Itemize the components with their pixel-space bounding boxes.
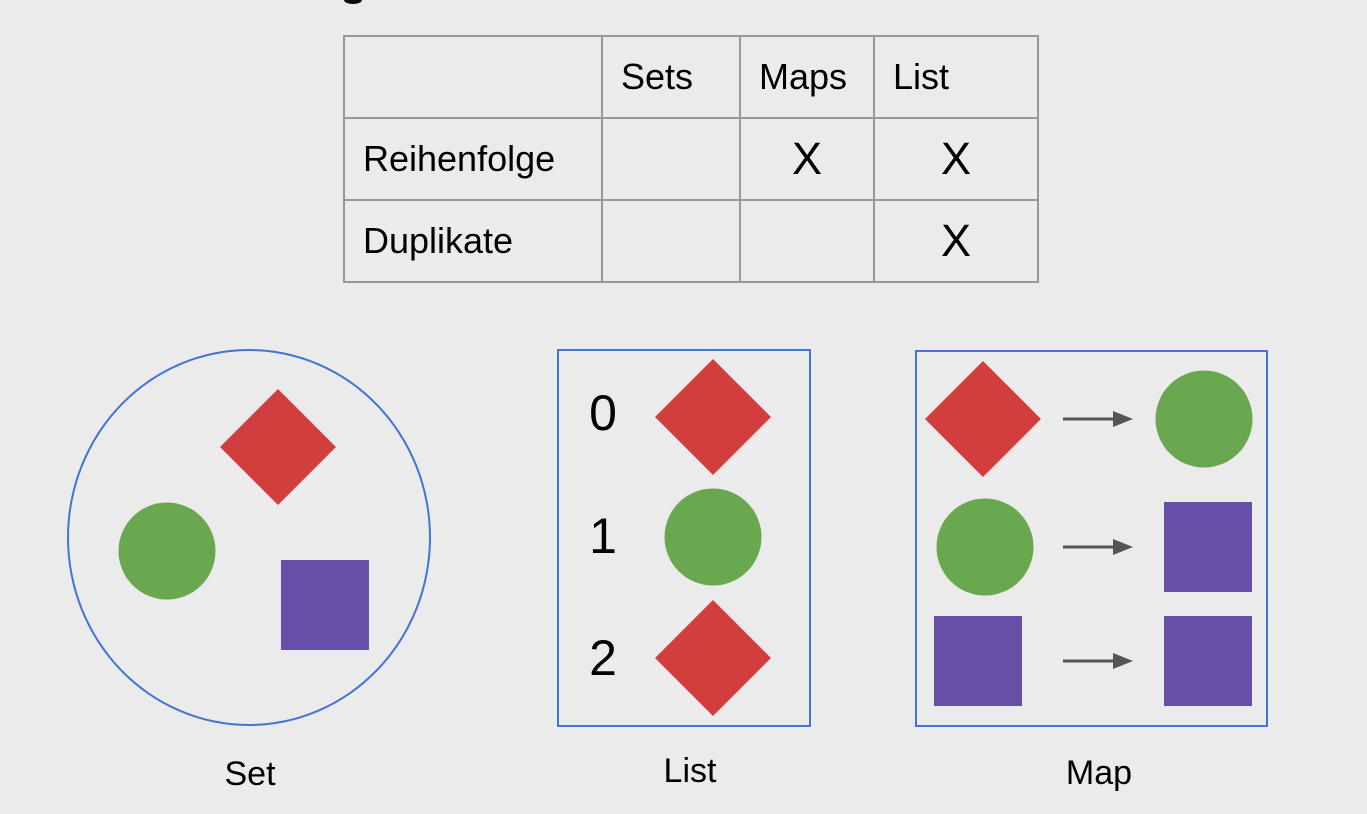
map-value-slot — [1155, 370, 1253, 468]
red-diamond-icon — [655, 359, 771, 475]
cropped-title-remnant — [344, 0, 362, 4]
purple-square-icon — [281, 560, 369, 650]
list-item-slot — [664, 488, 762, 586]
green-circle-icon — [664, 488, 762, 586]
map-diagram — [915, 350, 1268, 727]
set-shape-slot — [118, 502, 216, 600]
right-arrow-icon — [1063, 410, 1133, 428]
table-row-reihenfolge: Reihenfolge X X — [343, 117, 1039, 201]
map-value-slot — [1164, 616, 1252, 706]
green-circle-icon — [1155, 370, 1253, 468]
set-label: Set — [224, 755, 276, 793]
set-shape-slot — [281, 560, 369, 650]
list-index-0: 0 — [589, 385, 617, 441]
table-header-maps: Maps — [739, 35, 875, 119]
cell-duplikate-maps — [739, 199, 875, 283]
green-circle-icon — [936, 498, 1034, 596]
map-key-slot — [925, 361, 1041, 477]
list-diagram: 0 1 2 — [557, 349, 811, 727]
list-index-1: 1 — [589, 508, 617, 564]
cell-reihenfolge-maps: X — [739, 117, 875, 201]
set-shape-slot — [220, 389, 336, 505]
cell-reihenfolge-sets — [601, 117, 741, 201]
list-item-slot — [655, 359, 771, 475]
green-circle-icon — [118, 502, 216, 600]
table-header-row: Sets Maps List — [343, 35, 1039, 119]
red-diamond-icon — [655, 600, 771, 716]
row-label-duplikate: Duplikate — [343, 199, 603, 283]
list-index-2: 2 — [589, 630, 617, 686]
set-diagram — [67, 349, 431, 726]
comparison-table: Sets Maps List Reihenfolge X X Duplikate… — [343, 35, 1039, 283]
table-row-duplikate: Duplikate X — [343, 199, 1039, 283]
row-label-reihenfolge: Reihenfolge — [343, 117, 603, 201]
purple-square-icon — [1164, 502, 1252, 592]
map-value-slot — [1164, 502, 1252, 592]
table-corner-cell — [343, 35, 603, 119]
list-item-slot — [655, 600, 771, 716]
right-arrow-icon — [1063, 538, 1133, 556]
map-key-slot — [936, 498, 1034, 596]
table-header-sets: Sets — [601, 35, 741, 119]
purple-square-icon — [934, 616, 1022, 706]
map-label: Map — [1065, 754, 1133, 792]
list-label: List — [663, 752, 717, 790]
cell-reihenfolge-list: X — [873, 117, 1039, 201]
map-key-slot — [934, 616, 1022, 706]
red-diamond-icon — [925, 361, 1041, 477]
red-diamond-icon — [220, 389, 336, 505]
right-arrow-icon — [1063, 652, 1133, 670]
purple-square-icon — [1164, 616, 1252, 706]
cell-duplikate-list: X — [873, 199, 1039, 283]
cell-duplikate-sets — [601, 199, 741, 283]
table-header-list: List — [873, 35, 1039, 119]
